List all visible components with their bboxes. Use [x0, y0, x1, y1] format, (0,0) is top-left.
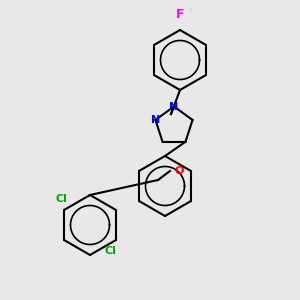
- Text: Cl: Cl: [104, 246, 116, 256]
- Text: Cl: Cl: [55, 194, 67, 204]
- Text: N: N: [151, 115, 160, 125]
- Text: N: N: [169, 101, 178, 112]
- Text: O: O: [174, 166, 184, 176]
- Text: F: F: [176, 8, 184, 21]
